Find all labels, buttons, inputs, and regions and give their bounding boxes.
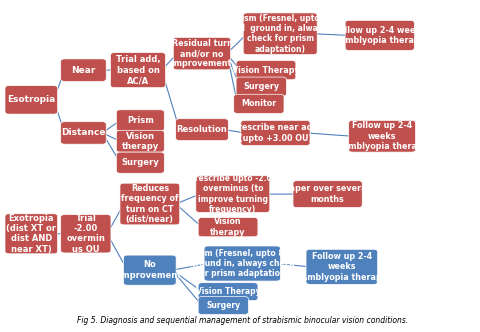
FancyBboxPatch shape [243,13,317,54]
Text: Surgery: Surgery [243,82,279,91]
FancyBboxPatch shape [5,86,58,114]
FancyBboxPatch shape [236,60,296,80]
FancyBboxPatch shape [123,255,176,285]
Text: Vision
therapy: Vision therapy [210,217,246,237]
FancyBboxPatch shape [198,217,258,237]
FancyBboxPatch shape [173,38,231,70]
Text: Resolution: Resolution [177,125,228,134]
Text: Distance: Distance [61,128,106,137]
FancyBboxPatch shape [117,110,164,131]
FancyBboxPatch shape [241,121,310,145]
FancyBboxPatch shape [306,249,378,285]
FancyBboxPatch shape [5,214,58,254]
FancyBboxPatch shape [60,122,106,144]
FancyBboxPatch shape [60,214,111,253]
Text: Monitor: Monitor [241,99,276,108]
FancyBboxPatch shape [236,77,287,96]
Text: Vision Therapy: Vision Therapy [232,66,300,75]
FancyBboxPatch shape [204,246,280,281]
Text: Prescribe near add
(upto +3.00 OU): Prescribe near add (upto +3.00 OU) [232,123,319,143]
Text: Near: Near [71,66,96,75]
Text: Trial
-2.00
overmin
us OU: Trial -2.00 overmin us OU [66,214,105,254]
Text: Prism (Fresnel, upto 8
pd  ground in, always
check for prism
adaptation): Prism (Fresnel, upto 8 pd ground in, alw… [232,14,328,54]
FancyBboxPatch shape [117,130,164,152]
FancyBboxPatch shape [198,296,249,314]
FancyBboxPatch shape [198,283,258,300]
FancyBboxPatch shape [234,94,284,114]
Text: Follow up 2-4 weeks
•Amblyopia therapy: Follow up 2-4 weeks •Amblyopia therapy [334,26,425,45]
Text: Esotropia: Esotropia [7,95,55,104]
Text: Prism: Prism [127,116,154,125]
FancyBboxPatch shape [196,176,270,212]
Text: Follow up 2-4
weeks
•Amblyopia therapy: Follow up 2-4 weeks •Amblyopia therapy [336,121,428,151]
FancyBboxPatch shape [120,183,180,225]
Text: Prescribe upto -2.00
overminus (to
improve turning
frequency): Prescribe upto -2.00 overminus (to impro… [189,174,277,214]
Text: Prism (Fresnel, upto 8 pd
ground in, always check
for prism adaptation): Prism (Fresnel, upto 8 pd ground in, alw… [188,249,297,279]
Text: Surgery: Surgery [206,301,240,310]
FancyBboxPatch shape [110,52,166,88]
Text: Vision
therapy: Vision therapy [122,131,159,151]
FancyBboxPatch shape [176,119,228,140]
Text: Trial add,
based on
AC/A: Trial add, based on AC/A [116,55,160,85]
Text: Taper over several
months: Taper over several months [286,184,370,204]
FancyBboxPatch shape [293,181,362,208]
Text: No
improvement: No improvement [118,260,181,280]
Text: Exotropia
(dist XT or
dist AND
near XT): Exotropia (dist XT or dist AND near XT) [6,214,56,254]
Text: Follow up 2-4
weeks
•Amblyopia therapy: Follow up 2-4 weeks •Amblyopia therapy [296,252,387,282]
FancyBboxPatch shape [117,152,164,173]
Text: Reduces
frequency of
turn on CT
(dist/near): Reduces frequency of turn on CT (dist/ne… [121,184,179,224]
Text: Fig 5. Diagnosis and sequential management of strabismic binocular vision condit: Fig 5. Diagnosis and sequential manageme… [77,316,408,325]
FancyBboxPatch shape [60,59,106,81]
Text: Vision Therapy: Vision Therapy [196,287,260,296]
Text: Residual turn
and/or no
improvement: Residual turn and/or no improvement [171,39,232,68]
FancyBboxPatch shape [345,20,414,50]
FancyBboxPatch shape [348,121,416,152]
Text: Surgery: Surgery [121,158,159,167]
